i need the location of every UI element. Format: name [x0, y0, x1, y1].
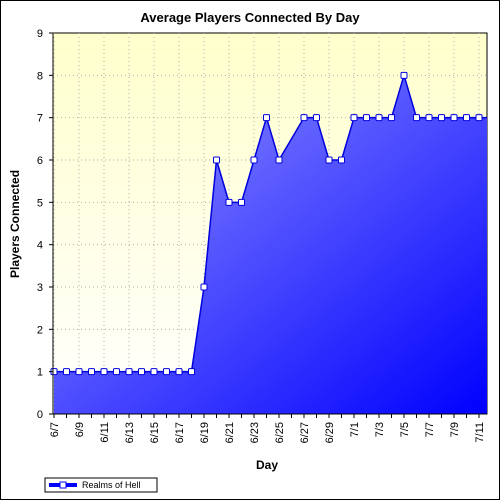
data-point [63, 368, 70, 376]
y-tick-label: 7 [37, 113, 43, 125]
data-point [250, 156, 258, 164]
y-tick-label: 4 [37, 240, 43, 252]
data-point [213, 156, 220, 164]
data-point [388, 114, 395, 122]
data-point [75, 368, 83, 376]
y-axis-ticks: 0 1 2 3 4 5 6 7 8 9 [37, 28, 53, 421]
data-point [125, 368, 133, 376]
legend: Realms of Hell [44, 477, 158, 493]
axes [52, 33, 487, 415]
series-area-fill [54, 75, 487, 414]
data-point [325, 156, 333, 164]
data-point [413, 114, 420, 122]
x-tick-label: 7/11 [474, 422, 486, 443]
data-point [338, 156, 345, 164]
x-tick-label: 6/25 [274, 422, 286, 443]
chart-title: Average Players Connected By Day [140, 10, 360, 25]
data-point [138, 368, 145, 376]
y-tick-label: 2 [37, 324, 43, 336]
data-point [150, 368, 158, 376]
data-point [313, 114, 320, 122]
data-point [113, 368, 120, 376]
legend-label: Realms of Hell [82, 480, 141, 490]
y-tick-label: 9 [37, 28, 43, 40]
y-tick-label: 6 [37, 155, 43, 167]
data-point [463, 114, 470, 122]
x-tick-label: 6/15 [149, 422, 161, 443]
y-axis-title: Players Connected [8, 170, 22, 278]
data-point [100, 368, 108, 376]
x-tick-label: 6/9 [74, 422, 86, 437]
x-tick-label: 6/19 [199, 422, 211, 443]
legend-box [44, 477, 158, 493]
data-point [188, 368, 195, 376]
data-point [175, 368, 183, 376]
x-tick-label: 7/7 [424, 422, 436, 437]
data-point [238, 198, 245, 206]
y-tick-label: 8 [37, 70, 43, 82]
legend-swatch-marker [59, 481, 67, 489]
data-point [475, 114, 483, 122]
data-point [450, 114, 458, 122]
x-tick-label: 6/17 [174, 422, 186, 443]
x-tick-label: 7/5 [399, 422, 411, 437]
y-tick-label: 0 [37, 409, 43, 421]
x-tick-label: 6/21 [224, 422, 236, 443]
x-tick-label: 6/27 [299, 422, 311, 443]
data-point [375, 114, 383, 122]
x-tick-label: 7/9 [449, 422, 461, 437]
data-point [263, 114, 270, 122]
x-tick-label: 6/23 [249, 422, 261, 443]
data-point [200, 283, 208, 291]
data-point [438, 114, 445, 122]
x-tick-label: 6/7 [49, 422, 61, 437]
x-axis-ticks: 6/7 6/9 6/11 6/13 6/15 6/17 6/19 6/21 6/23 6/25 6/… [49, 414, 486, 443]
y-tick-label: 3 [37, 282, 43, 294]
data-point [88, 368, 95, 376]
data-point [363, 114, 370, 122]
data-point [163, 368, 170, 376]
y-tick-label: 5 [37, 197, 43, 209]
data-point [400, 71, 408, 79]
x-tick-label: 6/13 [124, 422, 136, 443]
y-tick-label: 1 [37, 367, 43, 379]
x-tick-label: 6/29 [324, 422, 336, 443]
data-point [425, 114, 433, 122]
data-point [300, 114, 308, 122]
x-tick-label: 7/3 [374, 422, 386, 437]
series-area [50, 71, 487, 414]
x-axis-title: Day [256, 458, 278, 472]
data-point [225, 198, 233, 206]
data-point [275, 156, 283, 164]
x-tick-label: 6/11 [99, 422, 111, 443]
data-point [350, 114, 358, 122]
x-tick-label: 7/1 [349, 422, 361, 437]
